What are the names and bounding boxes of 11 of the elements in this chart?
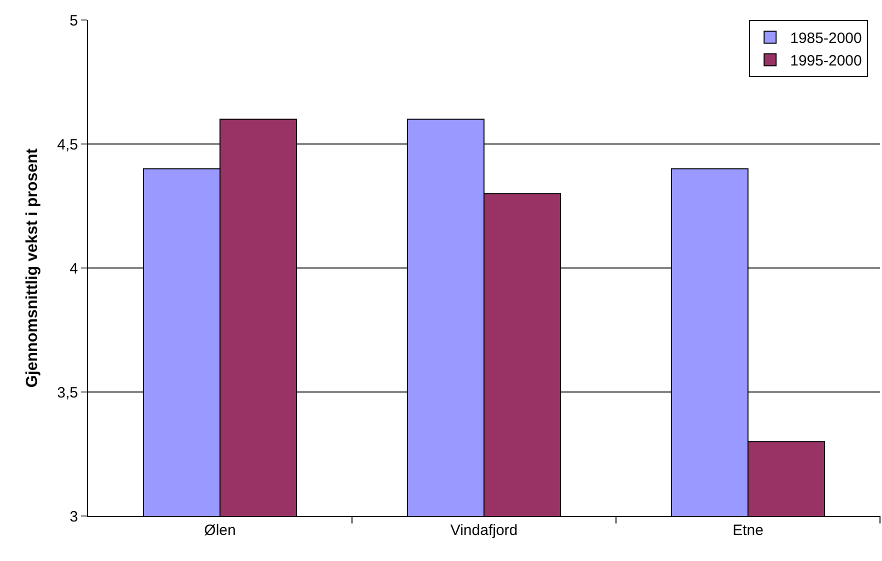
legend-label: 1985-2000: [790, 30, 862, 48]
y-tick-label: 5: [70, 12, 78, 30]
x-tick-label: Vindafjord: [450, 522, 518, 539]
legend-label: 1995-2000: [790, 52, 862, 70]
x-tick-label: Ølen: [204, 522, 236, 539]
y-tick-label: 4: [70, 260, 78, 278]
y-tick-label: 3: [70, 508, 78, 526]
x-tick-label: Etne: [732, 522, 764, 539]
y-tick-label: 3,5: [57, 384, 78, 402]
y-axis-title: Gjennomsnittlig vekst i prosent: [24, 148, 42, 388]
y-tick-label: 4,5: [57, 136, 78, 154]
